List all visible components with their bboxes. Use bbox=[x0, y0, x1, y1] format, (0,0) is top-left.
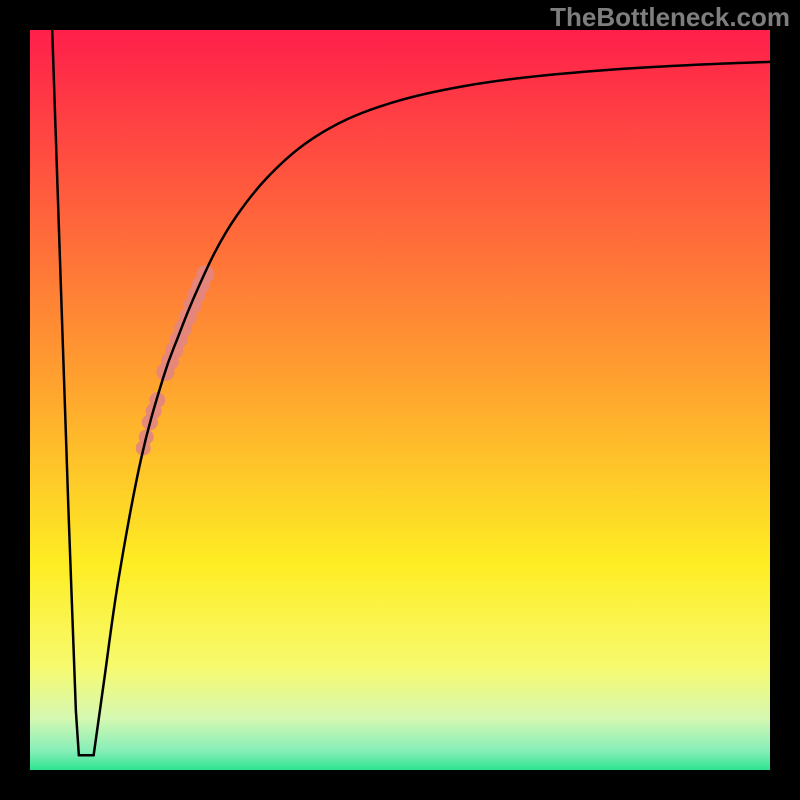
bottleneck-chart: TheBottleneck.com bbox=[0, 0, 800, 800]
chart-svg bbox=[0, 0, 800, 800]
gradient-background bbox=[30, 30, 770, 770]
